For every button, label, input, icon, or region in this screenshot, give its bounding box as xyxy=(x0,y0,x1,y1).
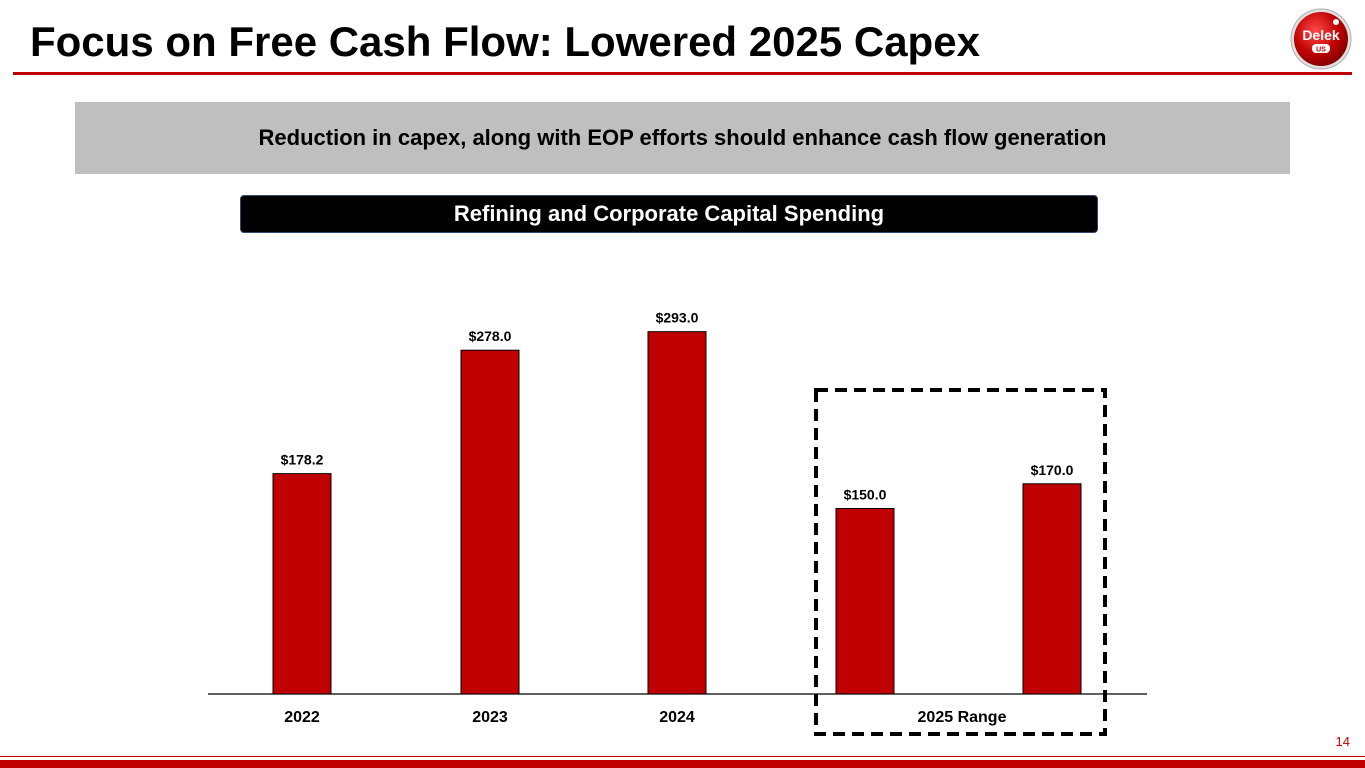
bar-5 xyxy=(1022,483,1082,695)
delek-logo: Delek US xyxy=(1290,8,1352,70)
data-label-1: $178.2 xyxy=(281,452,324,468)
bar-1 xyxy=(272,473,332,695)
x-tick-label-4: 2025 Range xyxy=(918,709,1007,726)
x-tick-label-2: 2023 xyxy=(472,709,508,726)
bar-3 xyxy=(647,331,707,695)
bar-4 xyxy=(835,508,895,695)
data-label-4: $150.0 xyxy=(844,487,887,503)
x-tick-label-3: 2024 xyxy=(659,709,695,726)
logo-subtext: US xyxy=(1316,47,1326,54)
footer-rule-thin xyxy=(0,756,1365,757)
bar-2 xyxy=(460,349,520,695)
logo-text: Delek xyxy=(1302,27,1340,43)
page-number: 14 xyxy=(1335,734,1350,749)
data-label-3: $293.0 xyxy=(656,310,699,326)
key-message-banner: Reduction in capex, along with EOP effor… xyxy=(75,102,1290,174)
title-underline xyxy=(13,72,1352,75)
chart-title: Refining and Corporate Capital Spending xyxy=(240,195,1098,233)
footer-rule-thick xyxy=(0,760,1365,768)
data-label-5: $170.0 xyxy=(1031,462,1074,478)
slide-title: Focus on Free Cash Flow: Lowered 2025 Ca… xyxy=(30,18,980,65)
x-tick-label-1: 2022 xyxy=(284,709,320,726)
range-highlight-box xyxy=(814,388,1107,736)
data-label-2: $278.0 xyxy=(469,328,512,344)
banner-text: Reduction in capex, along with EOP effor… xyxy=(258,125,1107,150)
